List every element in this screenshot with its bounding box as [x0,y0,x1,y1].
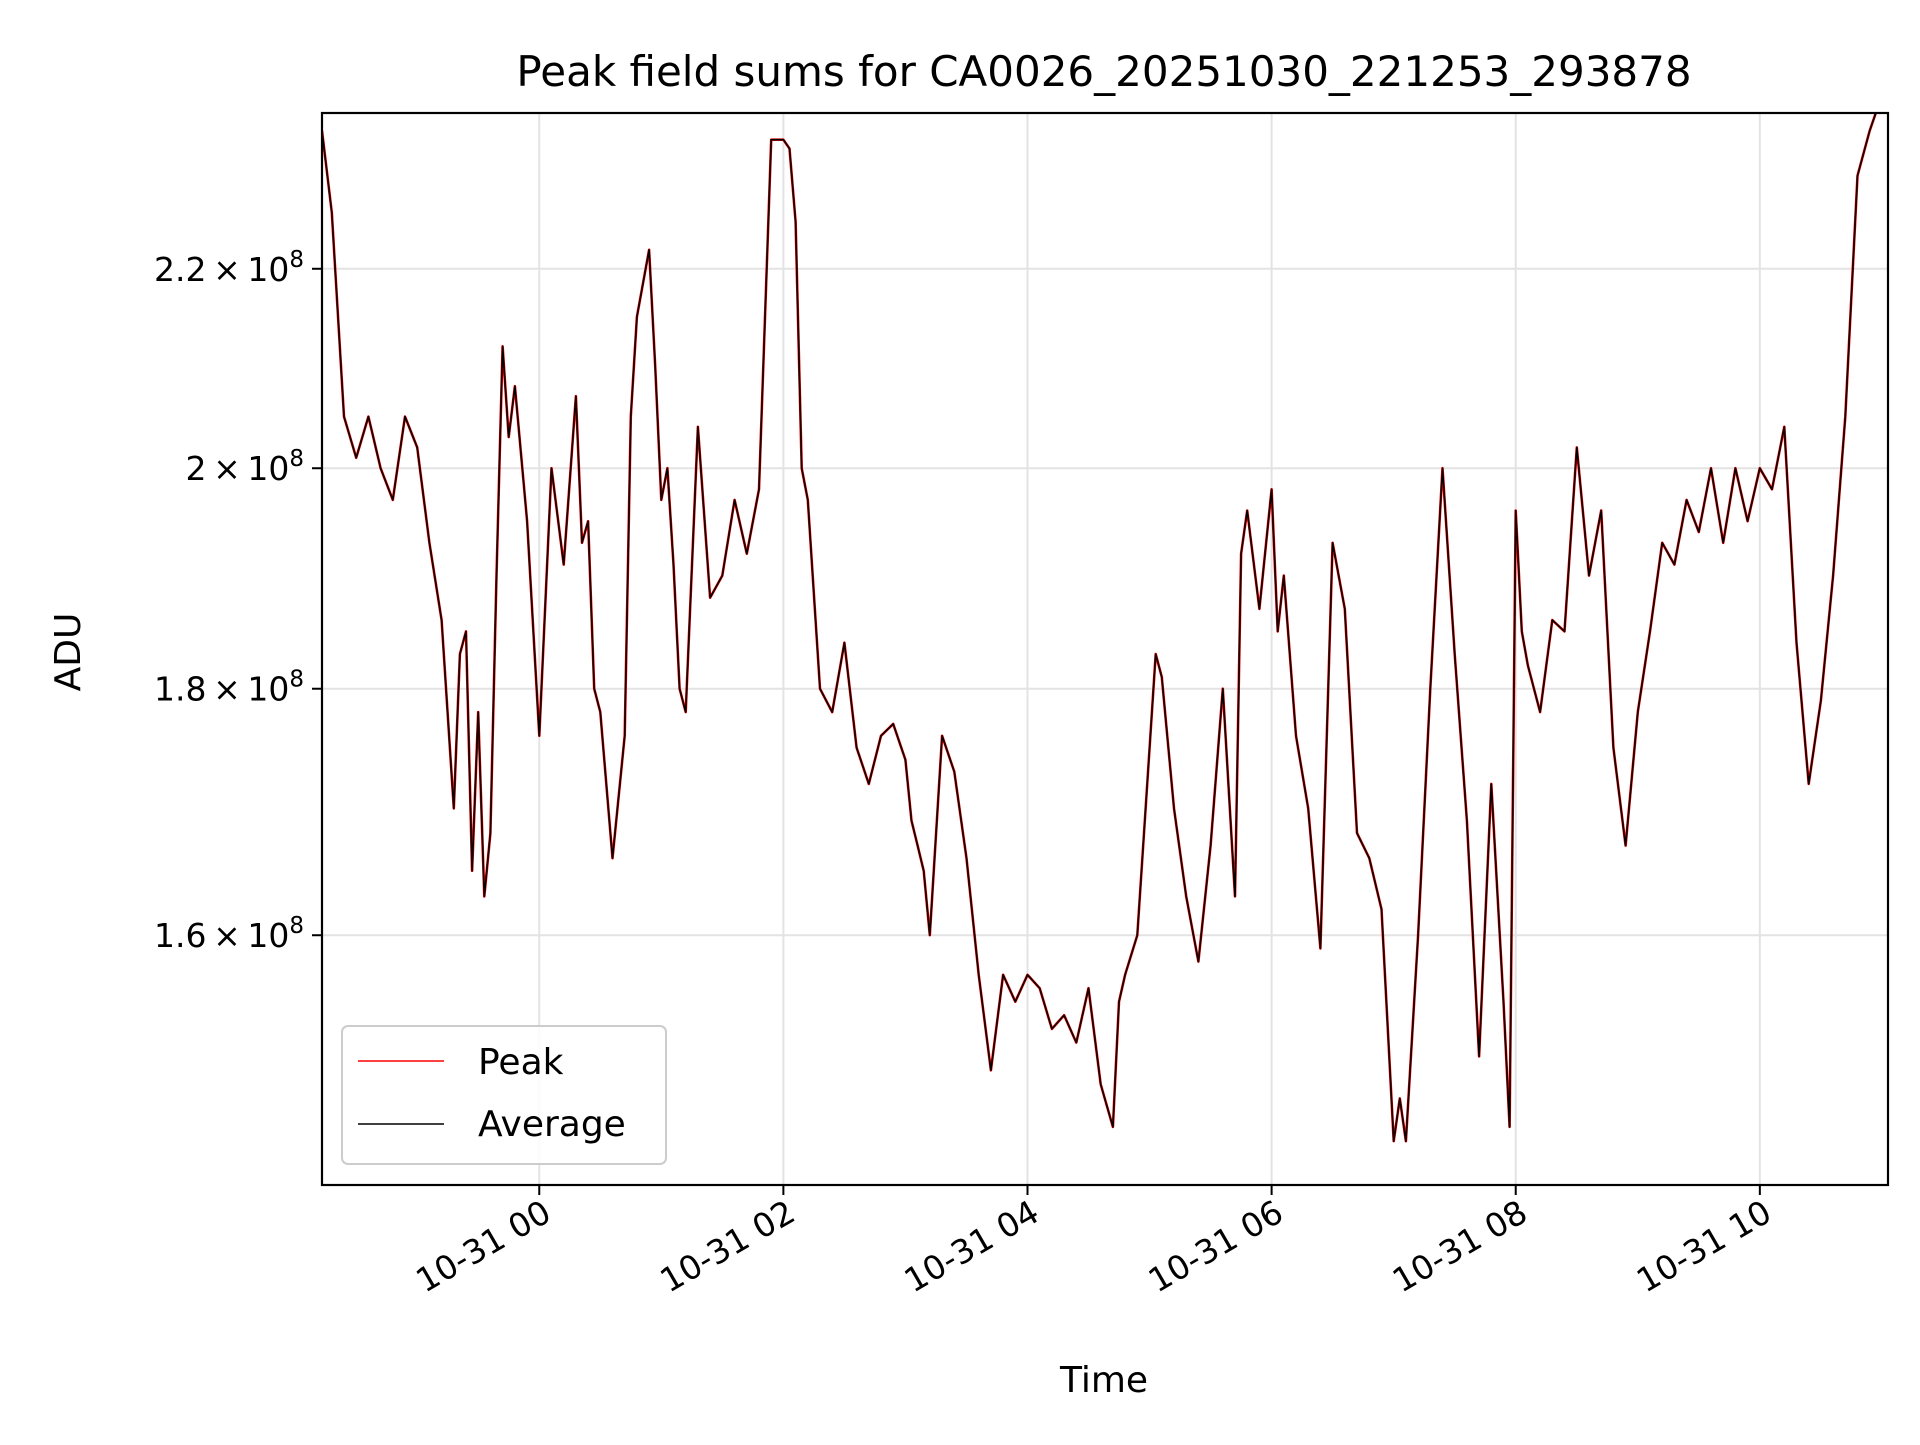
x-tick-label: 10-31 00 [409,1192,557,1300]
legend-label-average: Average [478,1104,626,1145]
legend-label-peak: Peak [478,1042,564,1083]
y-tick-label: 2.2 × 108 [154,247,304,289]
series-line-average [322,113,1877,1142]
x-tick-label: 10-31 06 [1142,1192,1290,1300]
chart-title: Peak field sums for CA0026_20251030_2212… [516,47,1691,96]
legend: Peak Average [341,1025,667,1165]
series-layer [322,113,1878,1143]
grid [322,113,1888,1185]
x-axis-label: Time [1059,1360,1148,1401]
plot-frame [320,111,1890,1187]
series-line-peak [322,113,1878,1143]
x-tick-label: 10-31 02 [653,1192,801,1300]
x-axis-ticks: 10-31 00 10-31 02 10-31 04 10-31 06 10-31 08… [409,1185,1778,1300]
x-tick-label: 10-31 08 [1386,1192,1534,1300]
y-axis-label: ADU [48,613,89,692]
x-tick-label: 10-31 10 [1630,1192,1778,1300]
y-axis-ticks: 1.6 × 108 1.8 × 108 2 × 108 2.2 × 108 [154,247,322,955]
x-tick-label: 10-31 04 [897,1192,1045,1300]
y-tick-label: 1.6 × 108 [154,913,304,955]
y-tick-label: 2 × 108 [186,446,304,488]
y-tick-label: 1.8 × 108 [154,667,304,709]
